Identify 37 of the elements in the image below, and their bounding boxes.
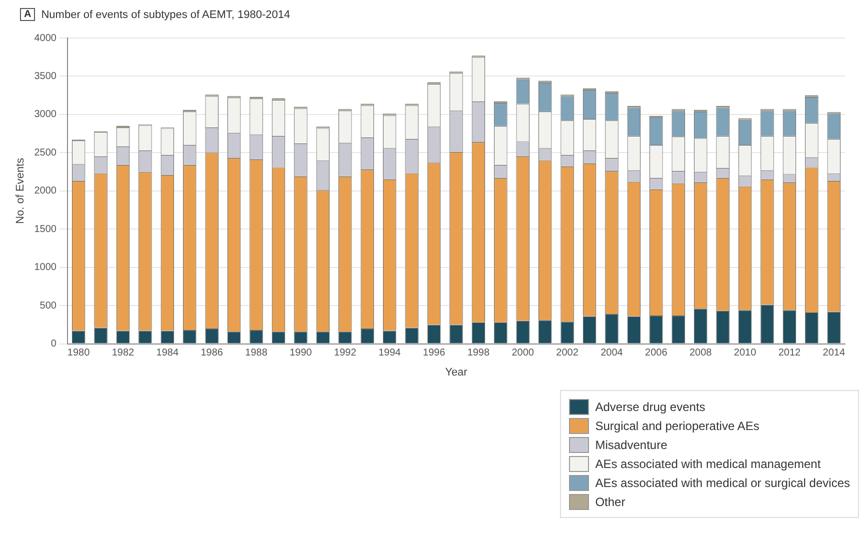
x-tick-label: 1998 — [467, 348, 490, 359]
legend-label: Surgical and perioperative AEs — [595, 418, 760, 432]
x-tick-label: 1984 — [156, 348, 179, 359]
y-tick-label: 3000 — [34, 109, 57, 120]
x-tick-label: 1986 — [200, 348, 224, 359]
y-tick-label: 3500 — [34, 70, 57, 82]
x-tick-label: 2010 — [734, 348, 757, 359]
y-tick-label: 500 — [40, 300, 57, 312]
x-tick-label: 2004 — [600, 348, 624, 359]
x-tick-label: 1996 — [422, 348, 446, 359]
x-tick-label: 2014 — [822, 348, 846, 359]
text: A — [20, 8, 36, 21]
y-tick-label: 4000 — [34, 32, 57, 44]
x-tick-label: 2012 — [778, 348, 802, 359]
x-tick-label: 1988 — [245, 348, 268, 359]
legend-label: Misadventure — [595, 438, 668, 452]
y-axis-title: No. of Events — [14, 157, 27, 224]
x-tick-label: 2006 — [645, 348, 668, 359]
x-tick-label: 1980 — [67, 348, 90, 359]
x-tick-label: 1990 — [290, 348, 312, 359]
y-tick-label: 1500 — [34, 224, 57, 235]
chart-title: Number of events of subtypes of AEMT, 1980-2014 — [41, 8, 290, 20]
x-tick-label: 2000 — [512, 348, 534, 359]
x-tick-label: 1992 — [334, 348, 357, 359]
y-tick-label: 0 — [50, 338, 57, 350]
y-tick-label: 1000 — [34, 262, 57, 274]
x-tick-label: 1982 — [112, 348, 135, 359]
y-tick-label: 2000 — [34, 186, 57, 197]
x-tick-label: 2002 — [556, 348, 579, 359]
x-tick-label: 2008 — [689, 348, 712, 359]
legend-label: Other — [595, 494, 626, 508]
y-tick-label: 2500 — [34, 147, 57, 158]
legend-label: AEs associated with medical or surgical devices — [595, 476, 850, 490]
legend-label: Adverse drug events — [595, 400, 706, 414]
x-axis-title: Year — [445, 366, 468, 378]
legend-label: AEs associated with medical management — [595, 456, 821, 470]
x-tick-label: 1994 — [378, 348, 402, 359]
